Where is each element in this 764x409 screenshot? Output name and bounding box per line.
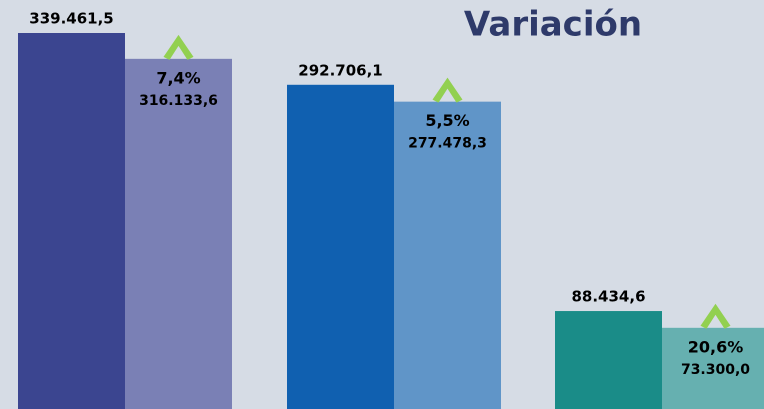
value-label: 292.706,1 xyxy=(298,61,382,79)
variation-label: 20,6% xyxy=(688,337,744,356)
variation-label: 7,4% xyxy=(156,68,200,87)
variation-label: 5,5% xyxy=(425,111,469,130)
value-label: 316.133,6 xyxy=(139,93,218,109)
arrow xyxy=(700,303,731,329)
value-label: 88.434,6 xyxy=(571,288,645,306)
value-label: 339.461,5 xyxy=(29,10,113,28)
value-label: 277.478,3 xyxy=(408,136,487,152)
bar xyxy=(125,58,232,409)
chart-title: Variación xyxy=(464,5,642,45)
value-label: 73.300,0 xyxy=(681,362,750,378)
bar xyxy=(662,327,764,409)
arrow xyxy=(432,77,463,103)
arrow xyxy=(163,34,194,60)
bar xyxy=(287,84,394,409)
bar xyxy=(555,311,662,409)
bar xyxy=(394,101,501,409)
bar xyxy=(18,33,125,409)
